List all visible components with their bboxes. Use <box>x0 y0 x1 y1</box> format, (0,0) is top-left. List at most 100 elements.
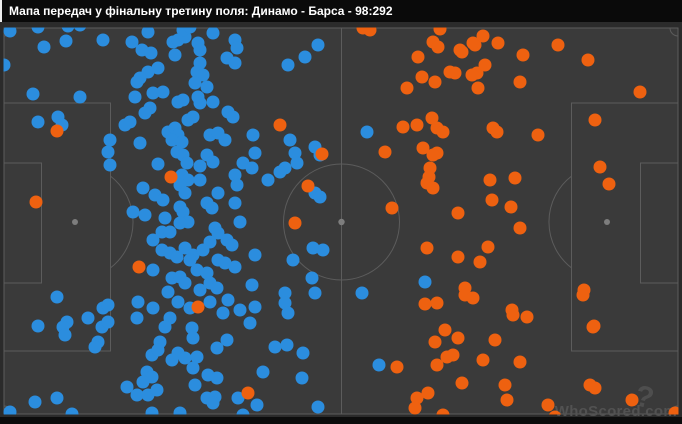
pass-dot-Динамо[interactable] <box>466 36 480 50</box>
pass-dot-Барса[interactable] <box>81 311 95 325</box>
pass-dot-Барса[interactable] <box>210 341 224 355</box>
pass-dot-Барса[interactable] <box>186 110 200 124</box>
pass-dot-Динамо[interactable] <box>481 240 495 254</box>
pass-dot-Барса[interactable] <box>37 40 51 54</box>
pass-dot-Динамо[interactable] <box>455 376 469 390</box>
pass-dot-Динамо[interactable] <box>408 401 422 415</box>
pass-dot-Динамо[interactable] <box>586 320 600 334</box>
pass-dot-Барса[interactable] <box>126 205 140 219</box>
pass-dot-Барса[interactable] <box>190 263 204 277</box>
pass-dot-Динамо[interactable] <box>451 250 465 264</box>
pass-dot-Барса[interactable] <box>136 375 150 389</box>
pass-dot-Барса[interactable] <box>163 225 177 239</box>
pass-dot-Барса[interactable] <box>298 50 312 64</box>
pass-dot-Динамо[interactable] <box>466 291 480 305</box>
pass-dot-Динамо[interactable] <box>500 393 514 407</box>
pass-dot-Динамо[interactable] <box>483 173 497 187</box>
pass-dot-Динамо[interactable] <box>513 75 527 89</box>
pass-dot-Барса[interactable] <box>220 333 234 347</box>
pass-dot-Барса[interactable] <box>3 25 17 38</box>
pass-dot-Барса[interactable] <box>245 161 259 175</box>
pass-dot-Барса[interactable] <box>133 136 147 150</box>
pass-dot-Динамо[interactable] <box>478 58 492 72</box>
pass-dot-Динамо[interactable] <box>400 81 414 95</box>
pass-dot-Барса[interactable] <box>305 271 319 285</box>
pass-dot-Барса[interactable] <box>144 46 158 60</box>
pass-dot-Барса[interactable] <box>130 388 144 402</box>
pass-dot-Динамо[interactable] <box>410 391 424 405</box>
pass-dot-Барса[interactable] <box>146 86 160 100</box>
pass-dot-Барса[interactable] <box>218 133 232 147</box>
pass-dot-Динамо[interactable] <box>508 171 522 185</box>
pass-dot-Барса[interactable] <box>360 125 374 139</box>
pass-dot-Динамо[interactable] <box>531 128 545 142</box>
pass-dot-Динамо[interactable] <box>451 331 465 345</box>
pass-dot-Динамо[interactable] <box>446 348 460 362</box>
pass-dot-Динамо[interactable] <box>390 360 404 374</box>
pass-dot-Барса[interactable] <box>74 22 87 32</box>
pass-dot-Динамо[interactable] <box>593 160 607 174</box>
pass-dot-Динамо[interactable] <box>448 66 462 80</box>
pass-dot-Динамо[interactable] <box>363 24 377 37</box>
pass-dot-Барса[interactable] <box>156 85 170 99</box>
pass-dot-Динамо[interactable] <box>436 125 450 139</box>
pass-dot-Барса[interactable] <box>0 58 11 72</box>
pass-dot-Барса[interactable] <box>230 41 244 55</box>
pass-dot-Барса[interactable] <box>146 263 160 277</box>
pass-dot-Барса[interactable] <box>278 286 292 300</box>
pass-dot-Барса[interactable] <box>245 278 259 292</box>
pass-dot-Динамо[interactable] <box>50 124 64 138</box>
pass-dot-Динамо[interactable] <box>476 29 490 43</box>
pass-dot-Барса[interactable] <box>228 56 242 70</box>
pass-dot-Барса[interactable] <box>31 115 45 129</box>
pass-dot-Динамо[interactable] <box>438 323 452 337</box>
pass-dot-Динамо[interactable] <box>576 288 590 302</box>
pass-dot-Динамо[interactable] <box>378 145 392 159</box>
pass-dot-Барса[interactable] <box>210 371 224 385</box>
pass-dot-Динамо[interactable] <box>498 378 512 392</box>
pass-dot-Динамо[interactable] <box>668 406 682 420</box>
pass-dot-Барса[interactable] <box>73 90 87 104</box>
pass-dot-Динамо[interactable] <box>506 308 520 322</box>
pass-dot-Барса[interactable] <box>183 22 197 34</box>
pass-dot-Барса[interactable] <box>26 87 40 101</box>
pass-dot-Динамо[interactable] <box>396 120 410 134</box>
pass-dot-Барса[interactable] <box>173 406 187 420</box>
pass-dot-Динамо[interactable] <box>520 310 534 324</box>
pass-dot-Барса[interactable] <box>125 35 139 49</box>
pass-dot-Барса[interactable] <box>261 173 275 187</box>
pass-dot-Динамо[interactable] <box>473 255 487 269</box>
pass-dot-Барса[interactable] <box>186 361 200 375</box>
pass-dot-Барса[interactable] <box>151 343 165 357</box>
pass-dot-Барса[interactable] <box>206 396 220 410</box>
pass-dot-Динамо[interactable] <box>428 335 442 349</box>
pass-dot-Динамо[interactable] <box>588 381 602 395</box>
pass-dot-Динамо[interactable] <box>549 410 562 424</box>
pass-dot-Барса[interactable] <box>151 61 165 75</box>
pass-dot-Барса[interactable] <box>221 293 235 307</box>
pass-dot-Динамо[interactable] <box>625 393 639 407</box>
pass-dot-Динамо[interactable] <box>488 333 502 347</box>
pass-dot-Барса[interactable] <box>101 315 115 329</box>
pass-dot-Динамо[interactable] <box>191 300 205 314</box>
pass-dot-Динамо[interactable] <box>465 68 479 82</box>
pass-dot-Барса[interactable] <box>230 178 244 192</box>
pass-dot-Барса[interactable] <box>101 298 115 312</box>
pass-dot-Барса[interactable] <box>193 283 207 297</box>
pass-dot-Барса[interactable] <box>311 400 325 414</box>
pass-dot-Барса[interactable] <box>418 275 432 289</box>
pass-dot-Барса[interactable] <box>50 391 64 405</box>
pass-dot-Барса[interactable] <box>281 58 295 72</box>
pass-dot-Барса[interactable] <box>3 405 17 419</box>
pass-dot-Барса[interactable] <box>31 22 45 34</box>
pass-dot-Барса[interactable] <box>231 391 245 405</box>
pass-dot-Динамо[interactable] <box>411 50 425 64</box>
pass-dot-Динамо[interactable] <box>273 118 287 132</box>
pass-dot-Барса[interactable] <box>226 110 240 124</box>
pass-dot-Динамо[interactable] <box>420 241 434 255</box>
pass-dot-Динамо[interactable] <box>485 193 499 207</box>
pass-dot-Барса[interactable] <box>211 226 225 240</box>
pass-dot-Барса[interactable] <box>200 80 214 94</box>
pass-dot-Барса[interactable] <box>193 173 207 187</box>
pass-dot-Динамо[interactable] <box>602 177 616 191</box>
